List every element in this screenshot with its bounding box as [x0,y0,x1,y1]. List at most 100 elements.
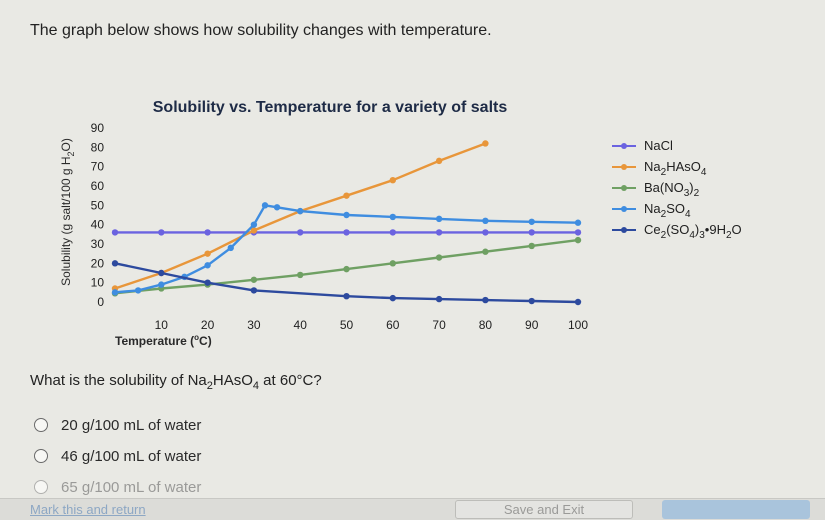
series-4 [111,260,582,306]
data-point [528,218,535,225]
data-point [261,202,269,209]
data-point [343,265,350,273]
series-2 [111,236,582,297]
legend-label: Na2SO4 [644,201,691,220]
y-tick-label: 20 [91,256,105,270]
legend-entry: Na2HAsO4 [612,159,707,178]
submit-button[interactable] [662,500,810,519]
y-axis-label-sub: 2 [66,151,76,156]
chart-title: Solubility vs. Temperature for a variety… [153,99,508,116]
series-line [114,142,486,290]
data-point [158,269,165,277]
question-prompt: What is the solubility of Na2HAsO4 at 60… [30,372,322,392]
legend-marker [621,206,627,212]
answer-options: 20 g/100 mL of water 46 g/100 mL of wate… [34,413,201,506]
y-tick-label: 40 [91,218,105,232]
legend-entry: Ce2(SO4)3•9H2O [612,222,742,241]
series-0 [111,229,582,236]
data-point [435,295,443,303]
data-point [343,293,350,300]
mark-and-return-link[interactable]: Mark this and return [30,502,146,517]
x-tick-label: 40 [294,318,308,332]
series-line [114,262,579,304]
y-tick-label: 50 [91,198,105,212]
answer-option-label: 46 g/100 mL of water [61,447,202,465]
question-header: The graph below shows how solubility cha… [30,22,492,39]
x-tick-label: 100 [568,318,588,332]
data-point [435,157,443,165]
x-tick-label: 30 [247,318,261,332]
y-tick-label: 80 [91,140,105,154]
data-point [204,250,211,257]
data-point [250,227,258,234]
solubility-chart: Solubility vs. Temperature for a variety… [59,99,742,348]
legend-marker [621,143,627,149]
data-point [389,229,396,236]
x-axis-label: Temperature (oC) [115,333,212,348]
data-point [111,229,119,236]
radio-button-icon[interactable] [34,480,48,494]
series-1 [111,140,489,292]
data-point [204,279,211,286]
y-axis-label-end: O) [59,138,73,151]
legend-marker [621,164,627,170]
radio-button-icon[interactable] [34,449,48,463]
radio-button-icon[interactable] [34,418,48,432]
data-point [158,281,165,288]
data-point [482,140,489,147]
legend-entry: Na2SO4 [612,201,691,220]
series-line [114,204,579,294]
save-and-exit-button[interactable]: Save and Exit [455,500,633,519]
data-point [389,177,396,184]
legend-label: Ce2(SO4)3•9H2O [644,222,742,241]
data-point [227,244,234,252]
legend-marker [621,185,627,191]
data-point [343,192,350,199]
data-point [273,204,281,211]
data-point [528,297,535,305]
data-point [574,236,582,244]
legend-label: NaCl [644,138,673,153]
y-tick-label: 60 [91,179,105,193]
data-point [574,219,582,226]
data-point [343,211,350,219]
data-point [435,254,443,261]
answer-option-label: 20 g/100 mL of water [61,416,202,434]
legend-marker [621,227,627,233]
y-tick-label: 0 [97,295,104,309]
y-axis-label-main: Solubility (g salt/100 g H [59,156,73,285]
data-point [482,229,489,236]
legend-entry: NaCl [612,138,673,153]
data-point [250,287,258,294]
data-point [389,260,396,267]
x-tick-label: 80 [479,318,493,332]
data-point [134,287,142,294]
svg-text:Solubility (g salt/100 g H2O): Solubility (g salt/100 g H2O) [59,138,76,286]
data-point [574,229,582,236]
answer-option-3[interactable]: 65 g/100 mL of water [34,475,201,499]
legend-label: Na2HAsO4 [644,159,707,178]
data-point [482,296,489,304]
data-point [250,276,258,283]
data-point [389,294,396,302]
data-point [297,271,304,279]
x-tick-label: 70 [432,318,446,332]
y-axis-label: Solubility (g salt/100 g H2O) [59,138,76,286]
data-point [158,229,165,236]
y-tick-label: 90 [91,121,105,135]
answer-option-2[interactable]: 46 g/100 mL of water [34,444,201,468]
data-point [435,229,443,236]
answer-option-label: 65 g/100 mL of water [61,478,202,496]
x-tick-label: 10 [155,318,169,332]
y-tick-label: 70 [91,160,105,174]
y-tick-label: 30 [91,237,105,251]
data-point [482,248,489,255]
data-point [343,229,350,236]
data-point [204,229,211,236]
data-point [111,289,119,296]
x-tick-label: 90 [525,318,539,332]
svg-text:Temperature (oC): Temperature (oC) [115,333,212,348]
data-point [574,298,582,306]
x-tick-label: 20 [201,318,215,332]
answer-option-1[interactable]: 20 g/100 mL of water [34,413,201,437]
